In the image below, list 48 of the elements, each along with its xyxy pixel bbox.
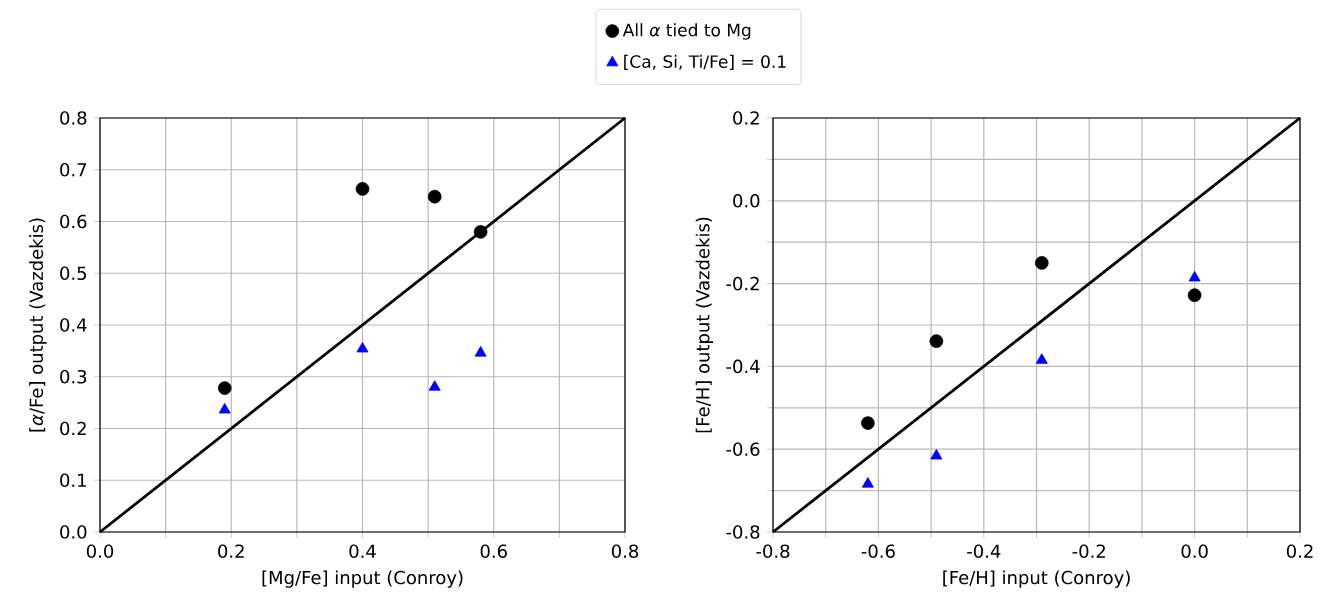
x-axis-title: [Mg/Fe] input (Conroy) [262, 570, 463, 588]
x-tick-label: -0.8 [756, 544, 790, 558]
y-tick-label: 0.2 [733, 111, 759, 125]
point [1035, 353, 1048, 364]
point [217, 381, 232, 395]
point [1034, 256, 1049, 270]
x-tick-label: 0.8 [611, 544, 639, 558]
x-axis-title: [Fe/H] input (Conroy) [943, 570, 1130, 588]
point [861, 416, 875, 430]
point [861, 477, 874, 488]
y-tick-label: 0.4 [60, 318, 87, 332]
y-tick-label: -0.2 [726, 276, 759, 291]
y-tick-label: 0.3 [60, 369, 87, 384]
y-tick-label: 0.0 [733, 193, 760, 208]
legend-label: [Ca, Si, Ti/Fe] = 0.1 [624, 54, 786, 71]
y-tick-label: -0.4 [726, 359, 760, 374]
point [356, 342, 369, 353]
point [929, 334, 944, 348]
x-tick-label: 0.2 [1286, 544, 1313, 558]
y-tick-label: 0.5 [60, 266, 87, 281]
x-tick-label: 0.0 [86, 544, 114, 558]
x-tick-label: -0.4 [967, 544, 1001, 558]
x-tick-label: 0.2 [218, 544, 244, 558]
x-tick-label: 0.0 [1181, 544, 1208, 558]
y-axis-title: [α/Fe] output (Vazdekis) [29, 218, 47, 432]
y-tick-label: 0.6 [60, 214, 87, 229]
point [355, 182, 370, 196]
point [218, 403, 231, 414]
y-tick-label: 0.0 [60, 525, 87, 539]
y-tick-label: 0.8 [60, 111, 87, 125]
point [474, 346, 487, 357]
x-tick-label: 0.6 [480, 544, 507, 558]
point [427, 189, 442, 204]
y-tick-label: 0.2 [60, 421, 86, 436]
point [1187, 288, 1202, 302]
x-tick-label: -0.2 [1072, 544, 1105, 558]
y-tick-label: -0.6 [726, 442, 760, 456]
point [1188, 270, 1201, 282]
x-tick-label: -0.6 [861, 544, 895, 558]
y-tick-label: -0.8 [726, 525, 760, 539]
point [930, 449, 943, 460]
point [473, 225, 488, 239]
y-axis-title: [Fe/H] output (Vazdekis) [695, 217, 714, 433]
y-tick-label: 0.1 [60, 473, 86, 488]
x-tick-label: 0.4 [349, 544, 376, 558]
y-tick-label: 0.7 [60, 162, 87, 177]
point [428, 380, 441, 391]
legend-label: All α tied to Mg [622, 23, 751, 40]
